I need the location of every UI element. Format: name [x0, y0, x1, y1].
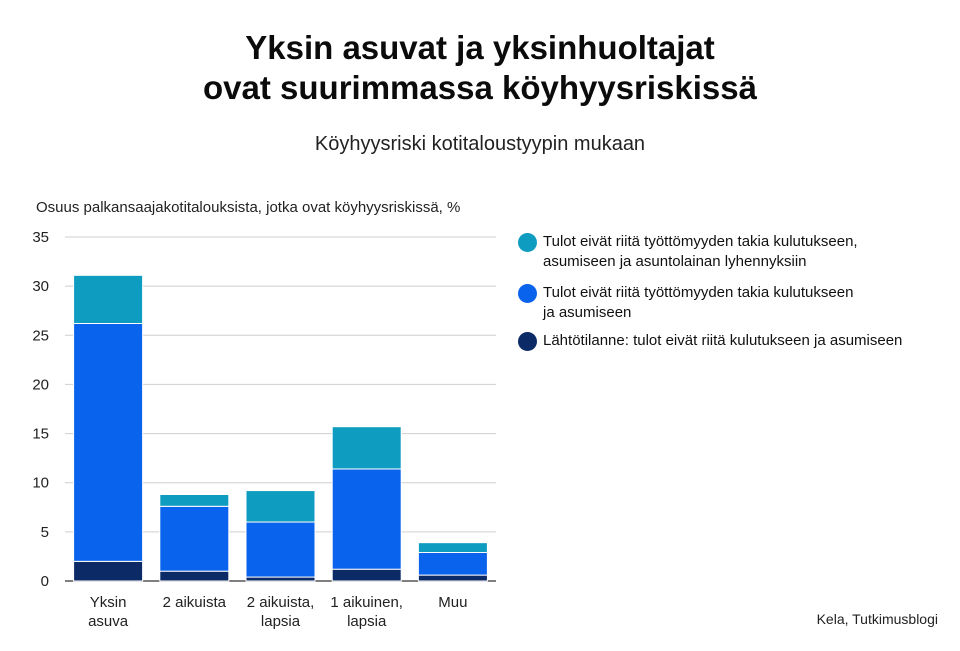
- legend-item-unemployment: Tulot eivät riitä työttömyyden takia kul…: [518, 283, 853, 323]
- y-tick-label: 35: [32, 229, 49, 246]
- legend-swatch: [518, 284, 537, 303]
- x-tick-label: 1 aikuinen,: [330, 594, 403, 611]
- chart-subtitle: Köyhyysriski kotitaloustyypin mukaan: [314, 133, 646, 155]
- x-tick-label: lapsia: [347, 613, 387, 630]
- bar-segment: [159, 505, 230, 572]
- source-note: Kela, Tutkimusblogi: [816, 611, 938, 627]
- legend-item-mortgage: Tulot eivät riitä työttömyyden takia kul…: [518, 232, 858, 272]
- x-tick-label: 2 aikuista: [163, 594, 227, 611]
- bar-segment: [73, 560, 144, 582]
- x-tick-label: asuva: [88, 613, 129, 630]
- bar-segment: [331, 568, 402, 582]
- legend-swatch: [518, 332, 537, 351]
- x-tick-label: Yksin: [90, 594, 127, 611]
- bar-segment: [331, 468, 402, 570]
- legend-swatch: [518, 233, 537, 252]
- bar-segment: [417, 542, 488, 553]
- chart-title-line-2: ovat suurimmassa köyhyysriskissä: [203, 69, 757, 106]
- chart-title: Yksin asuvat ja yksinhuoltajat ovat suur…: [0, 28, 960, 108]
- bar-segment: [245, 490, 316, 523]
- legend-label: Tulot eivät riitä työttömyyden takia kul…: [543, 233, 858, 270]
- bar-segment: [331, 426, 402, 470]
- y-tick-label: 25: [32, 327, 49, 344]
- y-tick-label: 0: [41, 573, 49, 590]
- x-tick-label: Muu: [438, 594, 467, 611]
- bar-segment: [245, 521, 316, 578]
- legend-label: Tulot eivät riitä työttömyyden takia kul…: [543, 284, 854, 321]
- y-axis-label: Osuus palkansaajakotitalouksista, jotka …: [36, 199, 461, 216]
- chart-title-line-1: Yksin asuvat ja yksinhuoltajat: [245, 29, 715, 66]
- legend-item-baseline: Lähtötilanne: tulot eivät riitä kulutuks…: [518, 331, 902, 351]
- bar-segment: [245, 576, 316, 582]
- y-tick-label: 30: [32, 278, 49, 295]
- x-tick-label: lapsia: [261, 613, 301, 630]
- y-tick-label: 10: [32, 475, 49, 492]
- y-tick-label: 15: [32, 426, 49, 443]
- bar-segment: [73, 274, 144, 324]
- bar-segment: [417, 574, 488, 582]
- bar-segment: [417, 551, 488, 576]
- y-tick-label: 5: [41, 524, 49, 541]
- legend-label: Lähtötilanne: tulot eivät riitä kulutuks…: [543, 332, 903, 349]
- x-tick-label: 2 aikuista,: [247, 594, 315, 611]
- bar-segment: [159, 570, 230, 582]
- y-tick-label: 20: [32, 376, 49, 393]
- bar-segment: [73, 322, 144, 562]
- bar-segment: [159, 494, 230, 507]
